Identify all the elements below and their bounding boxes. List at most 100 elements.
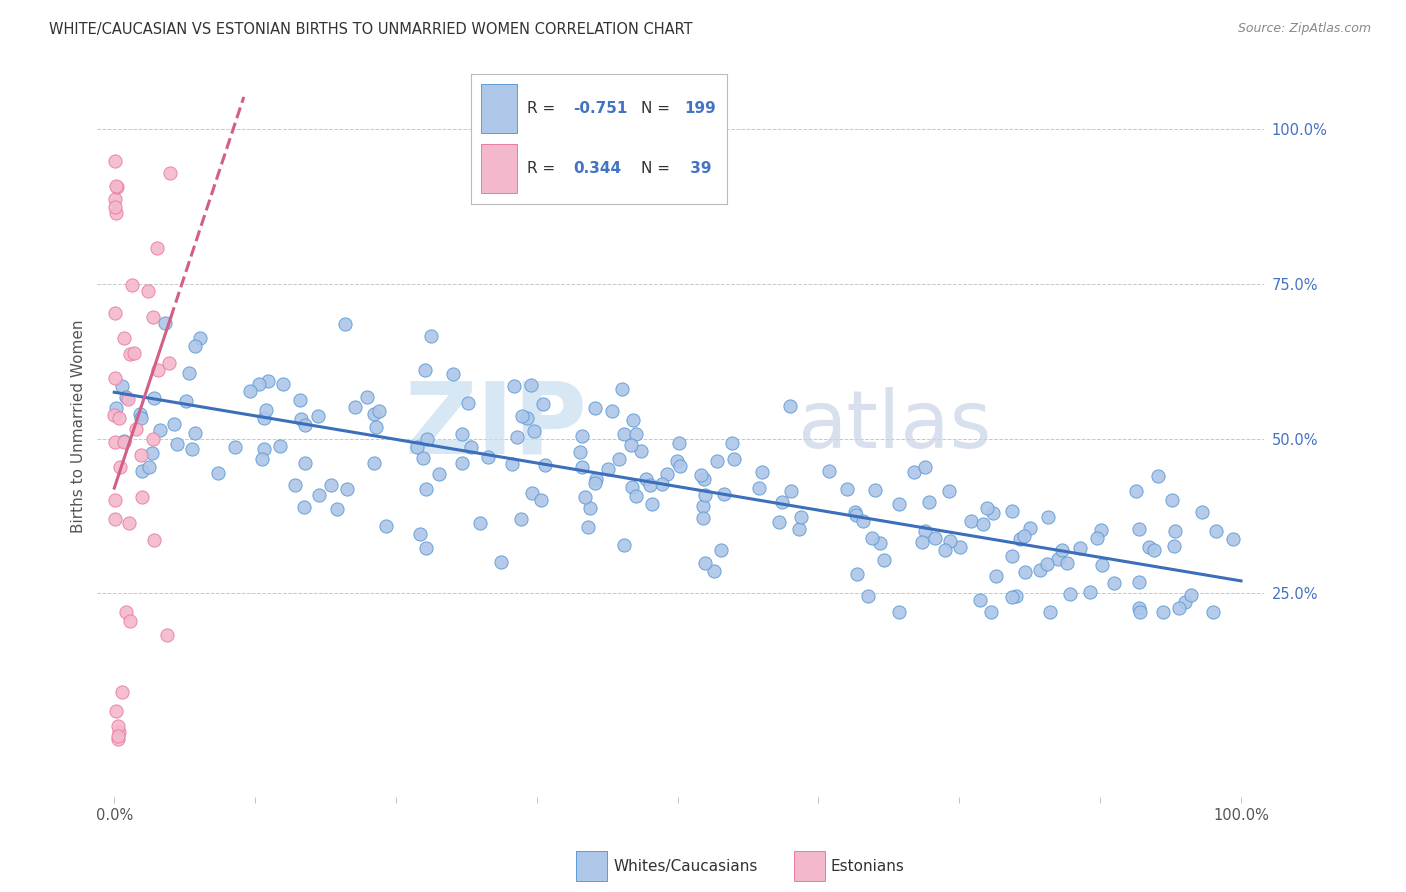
Point — [779, 399, 801, 413]
Point — [1168, 601, 1191, 615]
Point — [254, 403, 277, 417]
Point — [336, 482, 359, 496]
Point — [117, 516, 139, 531]
Point — [787, 522, 810, 536]
Point — [969, 593, 991, 607]
Point — [713, 487, 735, 501]
Point — [1129, 605, 1152, 619]
Point — [142, 310, 165, 324]
Point — [1008, 533, 1031, 547]
Text: ZIP: ZIP — [405, 377, 588, 475]
Point — [142, 432, 165, 446]
Point — [1125, 483, 1147, 498]
Text: atlas: atlas — [797, 387, 991, 466]
Point — [534, 458, 557, 472]
Point — [1153, 605, 1175, 619]
Point — [451, 427, 474, 442]
Point — [166, 436, 188, 450]
Point — [224, 440, 246, 454]
Point — [1128, 574, 1150, 589]
Point — [869, 536, 891, 550]
Point — [1036, 557, 1059, 571]
Point — [156, 628, 179, 642]
Point — [1191, 505, 1213, 519]
Point — [1028, 564, 1050, 578]
Point — [363, 407, 385, 421]
Point — [1202, 605, 1225, 619]
Point — [501, 457, 523, 471]
Point — [1090, 523, 1112, 537]
Point — [1137, 540, 1160, 554]
Point — [598, 461, 620, 475]
Y-axis label: Births to Unmarried Women: Births to Unmarried Women — [72, 319, 86, 533]
Point — [863, 483, 886, 497]
Point — [620, 438, 643, 452]
Point — [174, 393, 197, 408]
Point — [153, 316, 176, 330]
Point — [104, 704, 127, 718]
Point — [104, 371, 127, 385]
Point — [183, 425, 205, 440]
Point — [770, 495, 793, 509]
Point — [980, 605, 1002, 619]
Point — [105, 205, 128, 219]
Point — [889, 605, 911, 619]
Point — [1052, 543, 1074, 558]
Point — [143, 391, 166, 405]
Point — [768, 515, 790, 529]
Point — [104, 492, 127, 507]
Point — [519, 377, 541, 392]
Point — [835, 482, 858, 496]
Point — [129, 448, 152, 462]
Point — [1001, 590, 1024, 604]
Point — [790, 510, 813, 524]
Point — [308, 487, 330, 501]
Point — [269, 439, 291, 453]
Point — [914, 524, 936, 538]
Point — [321, 478, 343, 492]
Point — [613, 426, 636, 441]
Point — [630, 443, 652, 458]
Point — [1222, 532, 1244, 546]
Point — [693, 472, 716, 486]
Point — [141, 445, 163, 459]
Point — [117, 392, 139, 406]
Point — [1036, 510, 1059, 524]
Point — [188, 331, 211, 345]
Point — [326, 502, 349, 516]
Point — [104, 512, 127, 526]
Point — [307, 409, 329, 423]
Point — [368, 403, 391, 417]
Point — [873, 552, 896, 566]
Point — [294, 417, 316, 432]
Point — [571, 459, 593, 474]
Point — [607, 451, 630, 466]
Point — [118, 615, 141, 629]
Point — [146, 241, 169, 255]
Point — [641, 497, 664, 511]
Point — [751, 465, 773, 479]
Point — [108, 460, 131, 475]
Point — [612, 382, 634, 396]
Point — [583, 476, 606, 491]
Point — [114, 434, 136, 449]
Point — [107, 729, 129, 743]
Point — [131, 464, 153, 478]
Point — [934, 542, 956, 557]
Point — [692, 510, 714, 524]
Point — [1174, 595, 1197, 609]
Point — [574, 491, 596, 505]
Point — [451, 456, 474, 470]
Point — [1205, 524, 1227, 539]
Point — [613, 538, 636, 552]
Point — [375, 519, 398, 533]
Point — [748, 481, 770, 495]
Text: WHITE/CAUCASIAN VS ESTONIAN BIRTHS TO UNMARRIED WOMEN CORRELATION CHART: WHITE/CAUCASIAN VS ESTONIAN BIRTHS TO UN… — [49, 22, 693, 37]
Point — [112, 331, 135, 345]
Point — [142, 533, 165, 547]
Point — [333, 317, 356, 331]
Point — [911, 535, 934, 549]
Point — [620, 480, 643, 494]
Point — [271, 377, 294, 392]
Point — [523, 424, 546, 438]
